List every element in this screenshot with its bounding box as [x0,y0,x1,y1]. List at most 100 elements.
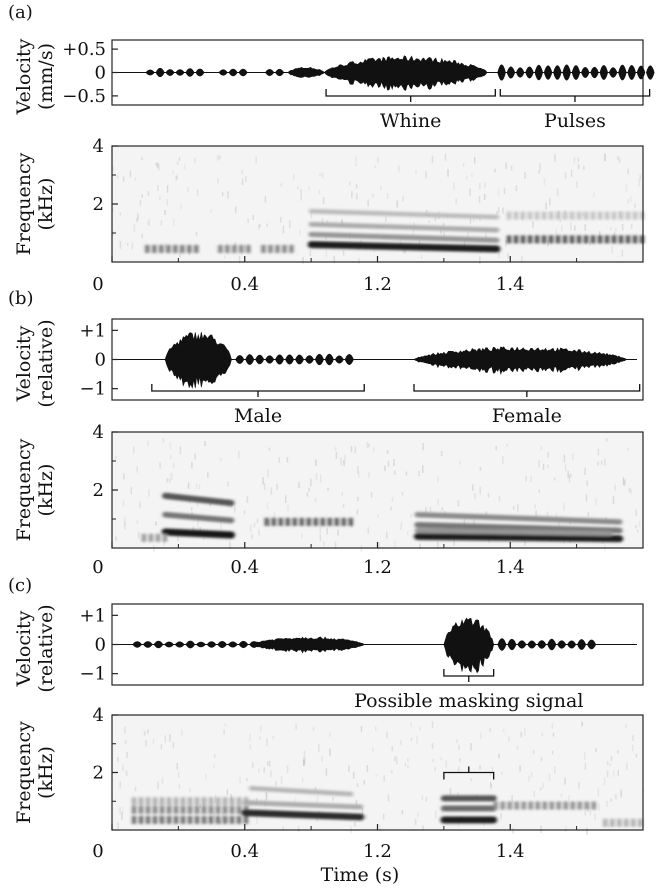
x-tick-label: 1.2 [363,557,392,578]
spectrogram-noise [249,524,252,533]
spectrogram-pulse [624,818,629,827]
spectrogram-noise [195,483,198,490]
spectrogram-pulse [201,815,207,824]
spectrogram-noise [196,500,199,508]
spectrogram-noise [533,790,536,798]
spectrogram-noise [453,539,455,546]
spectrogram-noise [119,212,122,216]
spectrogram-pulse [604,235,610,244]
spectrogram-noise [116,175,119,179]
spectrogram-pulse [275,244,280,253]
spectrogram-pulse [208,815,214,824]
spectrogram-noise [584,811,587,816]
spectrogram-noise [631,744,634,752]
spectrogram-pulse [162,533,168,542]
spectrogram-noise [205,817,208,824]
spectrogram-noise [374,726,377,731]
spectrogram-pulse [194,244,199,253]
spectrogram-tone [249,785,354,797]
waveform-pulse [324,353,334,366]
spectrogram-noise [434,810,437,819]
waveform-pulse [571,65,581,80]
spectrogram-noise [137,213,139,221]
waveform-plot: +1 0 −1 Velocity (relative) Male Female [13,318,644,427]
spectrogram-noise [502,207,504,214]
spectrogram-pulse [159,244,164,253]
spectrogram-noise [402,195,404,202]
spectrogram-noise [301,777,304,783]
spectrogram-noise [524,172,526,180]
spectrogram-pulse [152,815,158,824]
spectrogram-pulse [611,235,617,244]
spectrogram-noise [367,527,370,535]
spectrogram-noise [632,735,634,742]
spectrogram-noise [368,471,370,479]
spectrogram-noise [267,761,269,766]
y-tick-label: 2 [93,763,104,784]
spectrogram-noise [431,743,434,749]
spectrogram-pulse [590,235,596,244]
spectrogram-noise [638,179,640,187]
spectrogram-noise [275,780,277,787]
spectrogram-noise [205,773,207,781]
spectrogram-noise [431,721,434,729]
waveform-pulse [497,638,507,651]
spectrogram-noise [570,473,572,478]
spectrogram-noise [268,447,271,451]
spectrogram-noise [597,448,600,456]
spectrogram-noise [453,182,455,191]
spectrogram-noise [310,478,312,487]
spectrogram-noise [510,165,513,171]
spectrogram-pulse [246,244,251,253]
spectrogram-noise [119,781,121,789]
spectrogram-noise [153,545,155,552]
spectrogram-pulse [610,818,615,827]
spectrogram-pulse [285,517,290,526]
spectrogram-noise [558,521,560,527]
spectrogram-noise [542,782,544,789]
spectrogram-pulse [138,797,144,806]
spectrogram-noise [121,812,123,820]
spectrogram-noise [440,757,442,761]
waveform-pulse [525,66,534,79]
spectrogram-noise [255,156,257,164]
spectrogram-noise [199,803,201,809]
spectrogram-noise [455,198,457,205]
waveform-pulse [218,69,228,76]
spectrogram-pulse [138,805,144,814]
spectrogram-noise [262,477,264,485]
spectrogram-y-label-line-1: (kHz) [35,746,57,799]
spectrogram-noise [500,813,502,820]
spectrogram-pulse [514,801,519,810]
panel-b: (b) +1 0 −1 Velocity (relative) Male Female 4 2 Fr… [8,288,644,578]
spectrogram-noise [343,460,345,467]
spectrogram-noise [457,821,460,827]
spectrogram-noise [415,169,417,174]
waveform-pulse [155,67,165,78]
spectrogram-tone [242,800,364,810]
spectrogram-noise [469,188,471,197]
annotation-bracket [151,384,365,397]
spectrogram-pulse [208,797,214,806]
spectrogram-noise [367,199,369,207]
waveform-pulse [153,640,164,649]
spectrogram-pulse [576,235,582,244]
spectrogram-noise [156,162,159,168]
spectrogram-noise [287,504,289,512]
spectrogram-noise [123,516,126,525]
spectrogram-pulse [159,797,165,806]
spectrogram-pulse [334,517,339,526]
spectrogram-noise [319,526,321,534]
spectrogram-noise [609,763,611,767]
spectrogram-noise [301,533,303,539]
spectrogram-noise [112,231,114,237]
spectrogram-noise [191,506,193,511]
spectrogram-noise [525,475,527,482]
spectrogram-noise [259,736,261,740]
spectrogram-pulse [576,211,582,220]
spectrogram-pulse [625,211,631,220]
spectrogram-noise [360,725,363,733]
spectrogram-noise [309,249,312,257]
spectrogram-noise [599,231,601,238]
spectrogram-tone [413,532,624,543]
